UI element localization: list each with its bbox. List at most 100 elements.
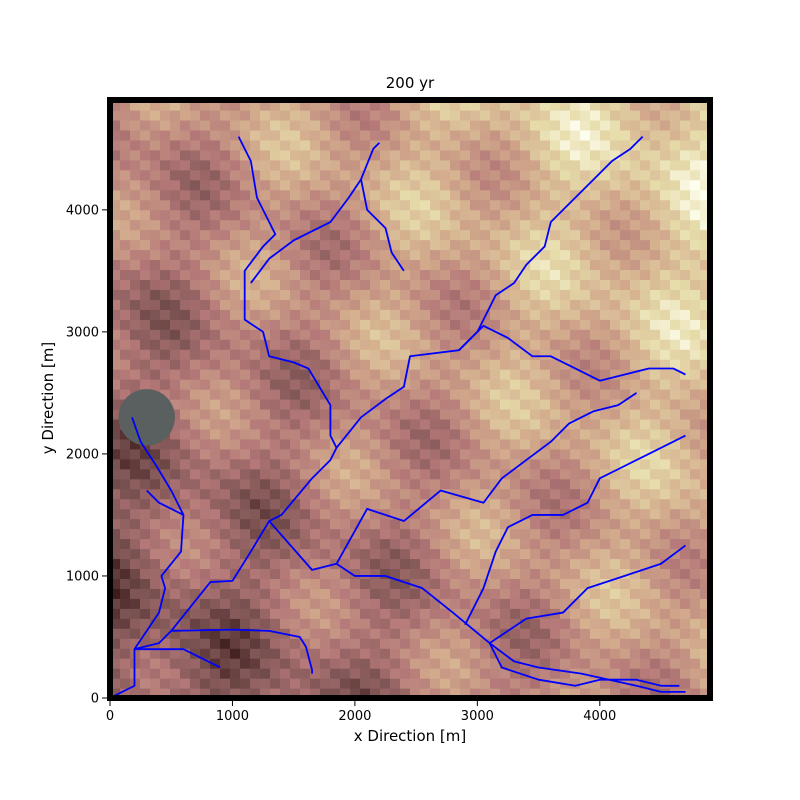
terrain-cell (510, 448, 521, 460)
terrain-cell (410, 618, 421, 629)
terrain-cell (660, 628, 671, 639)
terrain-cell (530, 169, 541, 181)
terrain-cell (700, 478, 710, 490)
terrain-cell (330, 129, 341, 141)
terrain-cell (340, 139, 351, 151)
terrain-cell (390, 279, 401, 290)
terrain-cell (120, 259, 131, 271)
terrain-cell (650, 618, 661, 629)
terrain-cell (220, 389, 231, 400)
terrain-cell (480, 149, 491, 161)
terrain-cell (680, 638, 691, 649)
terrain-cell (640, 478, 651, 490)
y-tick-label: 3000 (66, 325, 99, 340)
terrain-cell (120, 159, 131, 171)
terrain-cell (220, 588, 231, 599)
terrain-cell (540, 668, 551, 679)
terrain-cell (660, 588, 671, 599)
terrain-cell (550, 289, 561, 300)
terrain-cell (650, 289, 661, 300)
terrain-cell (200, 299, 211, 310)
terrain-cell (290, 428, 301, 440)
terrain-cell (340, 159, 351, 171)
terrain-cell (520, 249, 531, 261)
terrain-cell (690, 668, 701, 679)
terrain-cell (290, 249, 301, 261)
terrain-cell (500, 588, 511, 599)
terrain-cell (470, 618, 481, 629)
terrain-cell (430, 229, 441, 241)
terrain-cell (150, 259, 161, 271)
terrain-cell (430, 339, 441, 350)
terrain-cell (530, 588, 541, 599)
terrain-cell (140, 638, 151, 649)
terrain-cell (570, 618, 581, 629)
terrain-cell (380, 568, 391, 579)
terrain-cell (500, 498, 511, 510)
terrain-cell (210, 109, 221, 121)
terrain-cell (270, 269, 281, 280)
terrain-cell (210, 418, 221, 430)
terrain-cell (310, 588, 321, 599)
terrain-cell (430, 618, 441, 629)
terrain-cell (470, 100, 481, 111)
terrain-cell (580, 319, 591, 330)
terrain-cell (670, 488, 681, 500)
terrain-cell (540, 458, 551, 470)
terrain-cell (680, 588, 691, 599)
terrain-cell (460, 408, 471, 420)
terrain-cell (630, 598, 641, 609)
terrain-cell (500, 668, 511, 679)
terrain-cell (350, 568, 361, 579)
terrain-cell (500, 369, 511, 380)
terrain-cell (550, 518, 561, 530)
terrain-cell (530, 508, 541, 520)
terrain-cell (700, 558, 710, 570)
terrain-cell (370, 309, 381, 320)
terrain-cell (420, 339, 431, 350)
terrain-cell (310, 279, 321, 290)
terrain-cell (280, 498, 291, 510)
terrain-cell (560, 239, 571, 251)
terrain-cell (290, 139, 301, 151)
terrain-cell (390, 119, 401, 131)
terrain-cell (560, 259, 571, 271)
terrain-cell (250, 528, 261, 540)
terrain-cell (420, 179, 431, 191)
terrain-cell (180, 159, 191, 171)
terrain-cell (390, 488, 401, 500)
terrain-cell (700, 229, 710, 241)
terrain-cell (580, 349, 591, 360)
terrain-cell (280, 598, 291, 609)
terrain-cell (340, 229, 351, 241)
terrain-cell (270, 548, 281, 560)
terrain-cell (120, 100, 131, 111)
terrain-cell (430, 219, 441, 231)
terrain-cell (660, 119, 671, 131)
terrain-cell (280, 100, 291, 111)
terrain-cell (370, 119, 381, 131)
terrain-cell (130, 608, 141, 619)
terrain-cell (250, 408, 261, 420)
terrain-cell (620, 179, 631, 191)
terrain-cell (230, 548, 241, 560)
terrain-cell (370, 139, 381, 151)
terrain-cell (320, 269, 331, 280)
terrain-cell (600, 448, 611, 460)
terrain-cell (630, 528, 641, 540)
terrain-cell (420, 608, 431, 619)
terrain-cell (500, 149, 511, 161)
terrain-cell (220, 518, 231, 530)
terrain-cell (550, 249, 561, 261)
terrain-cell (560, 309, 571, 320)
terrain-cell (510, 189, 521, 201)
terrain-cell (250, 169, 261, 181)
terrain-cell (430, 508, 441, 520)
terrain-cell (160, 159, 171, 171)
terrain-cell (340, 488, 351, 500)
terrain-cell (450, 658, 461, 669)
terrain-cell (360, 558, 371, 570)
terrain-cell (540, 578, 551, 589)
terrain-cell (350, 319, 361, 330)
terrain-cell (160, 488, 171, 500)
